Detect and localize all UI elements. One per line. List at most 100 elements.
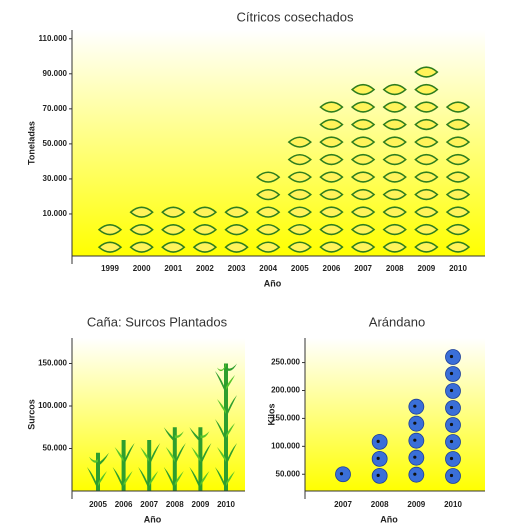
lemon-icon bbox=[414, 241, 439, 253]
cane-leaf bbox=[165, 447, 175, 462]
x-axis-title: Año bbox=[264, 278, 282, 288]
cane-leaf bbox=[200, 431, 210, 439]
lemon-icon bbox=[350, 171, 376, 183]
y-tick-label: 50.000 bbox=[276, 469, 301, 478]
lemon-icon bbox=[350, 153, 376, 166]
y-tick-label: 30.000 bbox=[43, 174, 68, 183]
pictogram-column bbox=[112, 440, 135, 491]
cane-leaf bbox=[149, 471, 159, 486]
cane-leaf bbox=[189, 427, 201, 442]
lemon-icon bbox=[382, 188, 407, 201]
x-tick-label: 2009 bbox=[192, 500, 210, 509]
pictogram-column bbox=[256, 171, 281, 253]
lemon-icon bbox=[129, 241, 154, 253]
lemon-icon bbox=[350, 188, 376, 201]
cane-leaf bbox=[226, 423, 235, 438]
cane-leaf bbox=[217, 399, 226, 414]
x-tick-label: 2008 bbox=[371, 500, 389, 509]
lemon-icon bbox=[161, 241, 186, 253]
lemon-icon bbox=[382, 171, 407, 183]
chart-title: Cítricos cosechados bbox=[236, 9, 354, 24]
lemon-icon bbox=[445, 101, 471, 113]
y-tick-label: 50.000 bbox=[43, 444, 68, 453]
lemon-icon bbox=[350, 223, 376, 236]
pictogram-column bbox=[215, 363, 237, 491]
y-axis-title: Surcos bbox=[26, 399, 36, 430]
lemon-icon bbox=[129, 206, 154, 218]
lemon-icon bbox=[445, 153, 471, 166]
y-tick-label: 110.000 bbox=[39, 34, 68, 43]
berry-eye bbox=[413, 438, 417, 442]
lemon-icon bbox=[256, 189, 281, 201]
y-axis-title: Toneladas bbox=[26, 121, 36, 165]
x-tick-label: 2000 bbox=[133, 264, 151, 273]
x-tick-label: 2004 bbox=[259, 264, 277, 273]
lemon-icon bbox=[319, 101, 344, 113]
lemon-icon bbox=[382, 241, 407, 253]
x-tick-label: 1999 bbox=[101, 264, 119, 273]
cane-leaf bbox=[98, 471, 107, 486]
berry-eye bbox=[449, 388, 454, 393]
y-tick-label: 200.000 bbox=[271, 386, 300, 395]
cane-leaf bbox=[191, 447, 201, 462]
cane-leaf bbox=[114, 447, 124, 462]
x-tick-label: 2002 bbox=[196, 264, 214, 273]
pictogram-column bbox=[138, 440, 161, 491]
pictogram-column bbox=[97, 224, 123, 253]
lemon-icon bbox=[350, 241, 376, 253]
lemon-icon bbox=[414, 66, 439, 78]
berry-eye bbox=[449, 354, 454, 359]
lemon-icon bbox=[319, 136, 344, 148]
lemon-icon bbox=[161, 224, 186, 236]
y-tick-label: 100.000 bbox=[271, 441, 300, 450]
lemon-icon bbox=[414, 153, 439, 166]
pictogram-column bbox=[161, 206, 186, 253]
cane-leaf bbox=[226, 471, 235, 486]
lemon-icon bbox=[445, 241, 471, 253]
lemon-icon bbox=[192, 206, 218, 218]
cane-leaf bbox=[174, 471, 184, 486]
lemon-icon bbox=[319, 188, 344, 201]
cane-leaf bbox=[163, 427, 175, 442]
berry-eye bbox=[449, 456, 454, 461]
lemon-icon bbox=[414, 101, 439, 113]
cane-leaf bbox=[140, 447, 150, 462]
x-tick-label: 2010 bbox=[449, 264, 467, 273]
x-tick-label: 2005 bbox=[291, 264, 309, 273]
lemon-icon bbox=[414, 136, 439, 148]
y-tick-label: 100.000 bbox=[38, 401, 67, 410]
berry-eye bbox=[376, 473, 380, 477]
pictogram-column bbox=[445, 101, 471, 253]
x-axis-title: Año bbox=[380, 514, 398, 524]
y-axis-title: Kilos bbox=[266, 403, 276, 425]
y-tick-label: 150.000 bbox=[271, 414, 300, 423]
lemon-icon bbox=[287, 153, 312, 166]
y-tick-label: 90.000 bbox=[43, 69, 68, 78]
chart-title: Caña: Surcos Plantados bbox=[87, 314, 228, 329]
pictogram-column bbox=[192, 206, 218, 253]
y-tick-label: 150.000 bbox=[38, 359, 67, 368]
cane-leaf bbox=[217, 447, 226, 462]
x-tick-label: 2007 bbox=[354, 264, 372, 273]
lemon-icon bbox=[287, 223, 312, 236]
berry-eye bbox=[449, 439, 454, 444]
lemon-icon bbox=[319, 223, 344, 236]
lemon-icon bbox=[414, 206, 439, 218]
berry-eye bbox=[449, 473, 454, 478]
lemon-icon bbox=[97, 224, 123, 236]
x-tick-label: 2001 bbox=[164, 264, 182, 273]
lemon-icon bbox=[224, 206, 249, 218]
x-tick-label: 2010 bbox=[444, 500, 462, 509]
cane-leaf bbox=[174, 431, 184, 439]
lemon-icon bbox=[382, 153, 407, 166]
lemon-icon bbox=[382, 206, 407, 218]
lemon-icon bbox=[414, 171, 439, 183]
pictogram-column bbox=[129, 206, 154, 253]
pictogram-column bbox=[319, 101, 344, 253]
lemon-icon bbox=[382, 136, 407, 148]
lemon-icon bbox=[129, 224, 154, 236]
pictogram-column bbox=[287, 136, 312, 253]
pictogram-column bbox=[382, 83, 407, 253]
lemon-icon bbox=[319, 206, 344, 218]
